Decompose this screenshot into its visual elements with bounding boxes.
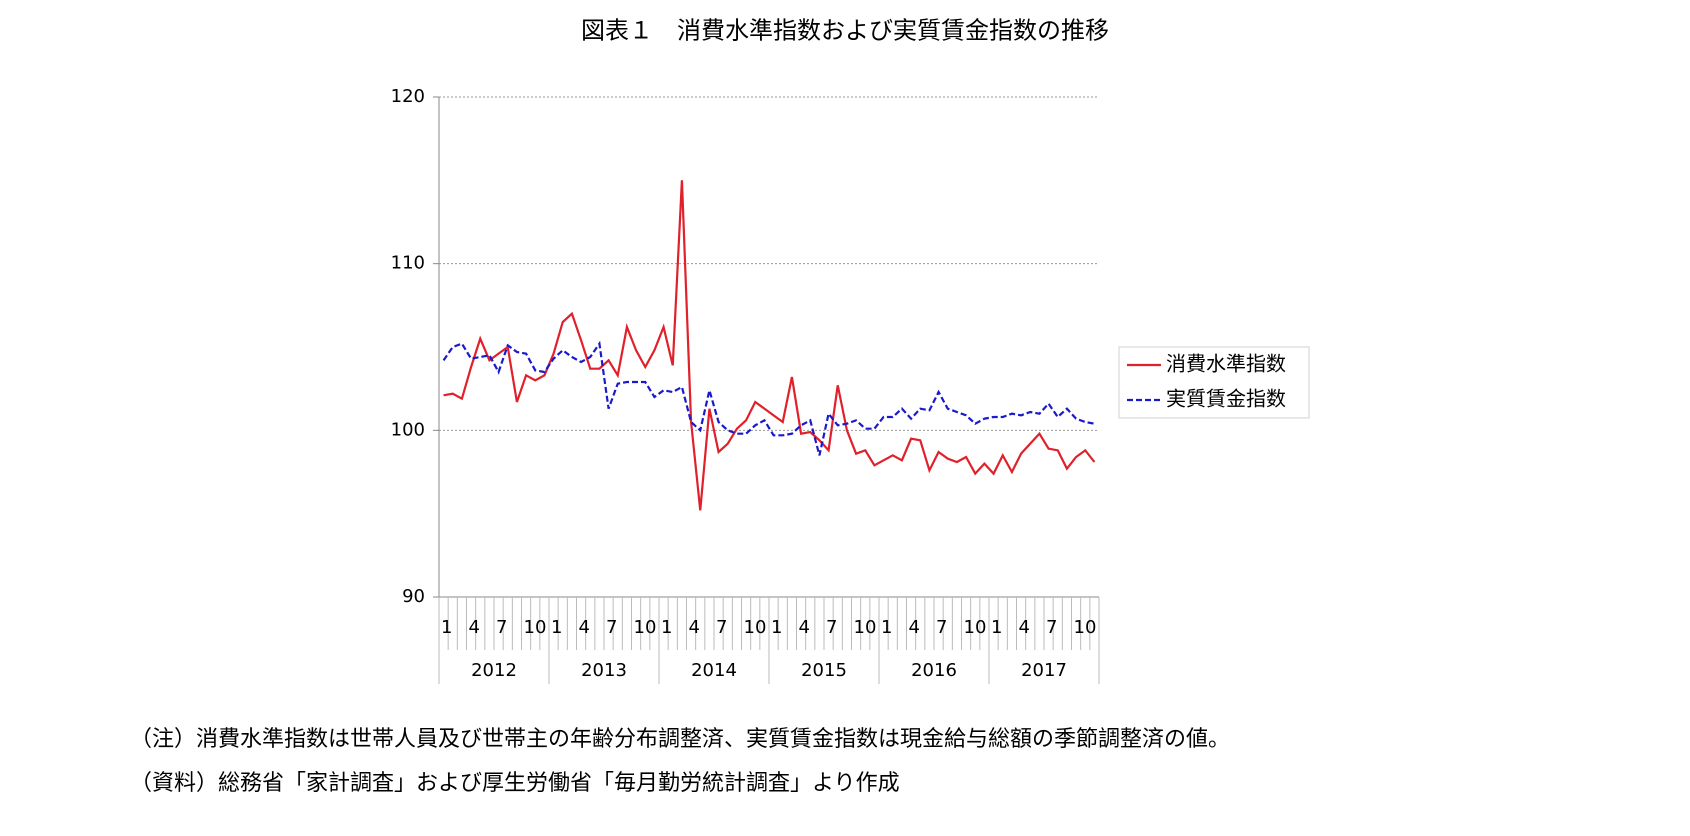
year-label: 2014 — [691, 660, 737, 681]
x-tick-label: 4 — [909, 617, 920, 638]
y-tick-label: 110 — [391, 253, 425, 274]
x-tick-label: 7 — [716, 617, 727, 638]
legend-box — [1118, 346, 1310, 419]
chart-title: 図表１ 消費水準指数および実質賃金指数の推移 — [581, 17, 1109, 45]
x-tick-label: 1 — [771, 617, 782, 638]
year-label: 2015 — [801, 660, 847, 681]
legend-label: 消費水準指数 — [1166, 352, 1286, 376]
year-label: 2013 — [581, 660, 627, 681]
y-tick-label: 100 — [391, 419, 425, 440]
year-label: 2016 — [911, 660, 957, 681]
legend-label: 実質賃金指数 — [1166, 387, 1286, 411]
series-line — [443, 180, 1096, 511]
x-tick-label: 4 — [1019, 617, 1030, 638]
x-tick-label: 7 — [826, 617, 837, 638]
x-tick-label: 7 — [1046, 617, 1057, 638]
x-tick-label: 10 — [524, 617, 547, 638]
y-tick-label: 120 — [391, 86, 425, 107]
year-label: 2017 — [1021, 660, 1067, 681]
x-tick-label: 7 — [936, 617, 947, 638]
series-line — [442, 340, 1095, 456]
x-tick-label: 1 — [441, 617, 452, 638]
x-tick-label: 7 — [496, 617, 507, 638]
note: （注）消費水準指数は世帯人員及び世帯主の年齢分布調整済、実質賃金指数は現金給与総… — [130, 727, 1230, 752]
x-tick-label: 10 — [1074, 617, 1097, 638]
x-tick-label: 1 — [551, 617, 562, 638]
x-tick-label: 10 — [634, 617, 657, 638]
x-tick-label: 4 — [579, 617, 590, 638]
x-tick-label: 10 — [744, 617, 767, 638]
x-tick-label: 1 — [661, 617, 672, 638]
year-label: 2012 — [471, 660, 517, 681]
x-tick-label: 10 — [854, 617, 877, 638]
x-tick-label: 10 — [964, 617, 987, 638]
x-tick-label: 4 — [689, 617, 700, 638]
x-tick-label: 1 — [991, 617, 1002, 638]
x-tick-label: 7 — [606, 617, 617, 638]
x-tick-label: 1 — [881, 617, 892, 638]
y-tick-label: 90 — [402, 586, 425, 607]
x-tick-label: 4 — [799, 617, 810, 638]
x-tick-label: 4 — [469, 617, 480, 638]
source-note: （資料）総務省「家計調査」および厚生労働省「毎月勤労統計調査」より作成 — [130, 771, 900, 796]
